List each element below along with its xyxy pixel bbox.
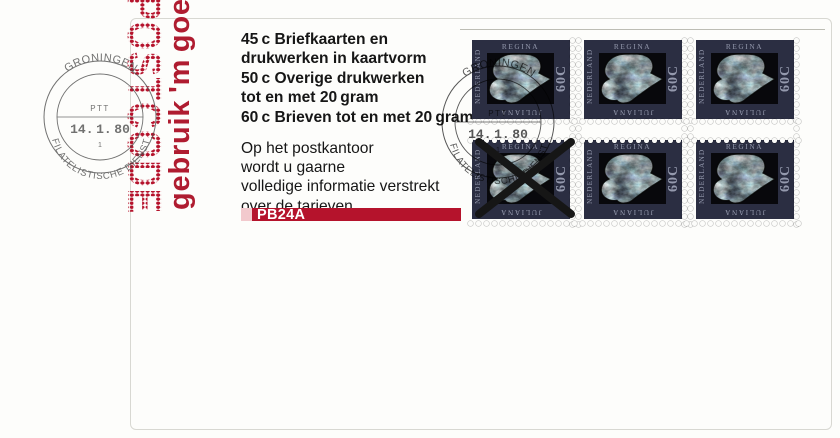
- svg-text:PTT: PTT: [488, 109, 508, 118]
- svg-text:GRONINGEN: GRONINGEN: [460, 58, 537, 80]
